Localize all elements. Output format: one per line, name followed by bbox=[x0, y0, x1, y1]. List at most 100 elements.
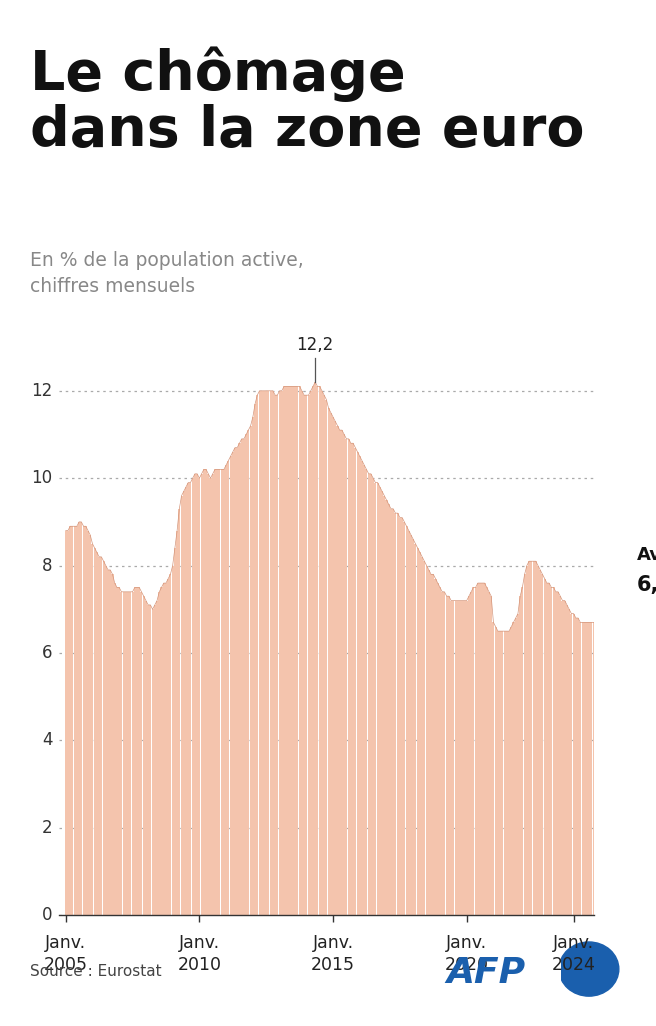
Text: Janv.: Janv. bbox=[179, 934, 220, 952]
Bar bbox=[457, 600, 459, 915]
Bar bbox=[377, 482, 379, 915]
Text: 12: 12 bbox=[31, 382, 52, 400]
Bar bbox=[127, 592, 129, 915]
Bar bbox=[321, 391, 323, 915]
Bar bbox=[305, 395, 307, 915]
Bar bbox=[287, 387, 289, 915]
Bar bbox=[201, 474, 203, 915]
Bar bbox=[136, 588, 138, 915]
Bar bbox=[69, 526, 72, 915]
Bar bbox=[544, 579, 546, 915]
Bar bbox=[586, 623, 588, 915]
Bar bbox=[178, 509, 180, 915]
Text: 2005: 2005 bbox=[44, 956, 88, 975]
Bar bbox=[459, 600, 461, 915]
Bar bbox=[107, 570, 109, 915]
Bar bbox=[533, 561, 535, 915]
Bar bbox=[522, 588, 523, 915]
Text: Janv.: Janv. bbox=[312, 934, 354, 952]
Bar bbox=[121, 592, 123, 915]
Bar bbox=[180, 496, 182, 915]
Bar bbox=[140, 592, 142, 915]
Bar bbox=[495, 627, 497, 915]
Bar bbox=[455, 600, 457, 915]
Bar bbox=[477, 583, 479, 915]
Bar bbox=[247, 430, 249, 915]
Bar bbox=[379, 487, 381, 915]
Bar bbox=[412, 540, 414, 915]
Bar bbox=[577, 618, 579, 915]
Bar bbox=[624, 635, 626, 915]
Bar bbox=[183, 491, 185, 915]
Bar bbox=[461, 600, 463, 915]
Bar bbox=[354, 447, 356, 915]
Bar bbox=[483, 583, 485, 915]
Bar bbox=[468, 596, 470, 915]
Bar bbox=[490, 596, 492, 915]
Bar bbox=[332, 417, 334, 915]
Bar bbox=[619, 631, 621, 915]
Bar bbox=[198, 478, 200, 915]
Bar bbox=[564, 600, 565, 915]
Bar bbox=[512, 623, 514, 915]
Bar bbox=[176, 530, 178, 915]
Bar bbox=[343, 434, 345, 915]
Bar bbox=[403, 522, 405, 915]
Bar bbox=[466, 600, 468, 915]
Bar bbox=[207, 474, 209, 915]
Bar bbox=[283, 387, 285, 915]
Bar bbox=[281, 391, 283, 915]
Bar bbox=[256, 395, 258, 915]
Bar bbox=[410, 535, 412, 915]
Bar bbox=[470, 592, 472, 915]
Bar bbox=[575, 618, 577, 915]
Bar bbox=[147, 605, 149, 915]
Bar bbox=[161, 588, 163, 915]
Bar bbox=[408, 530, 410, 915]
Bar bbox=[568, 609, 570, 915]
Bar bbox=[94, 548, 96, 915]
Bar bbox=[230, 457, 232, 915]
Bar bbox=[359, 457, 361, 915]
Bar bbox=[488, 592, 490, 915]
Bar bbox=[192, 478, 194, 915]
Bar bbox=[417, 548, 419, 915]
Bar bbox=[76, 526, 78, 915]
Bar bbox=[239, 443, 241, 915]
Bar bbox=[72, 526, 73, 915]
Bar bbox=[154, 605, 156, 915]
Bar bbox=[303, 395, 305, 915]
Bar bbox=[258, 391, 260, 915]
Bar bbox=[600, 623, 602, 915]
Bar bbox=[100, 557, 102, 915]
Bar bbox=[310, 391, 312, 915]
Text: 2010: 2010 bbox=[177, 956, 221, 975]
Bar bbox=[113, 583, 115, 915]
Bar bbox=[497, 631, 499, 915]
Bar bbox=[562, 600, 564, 915]
Bar bbox=[399, 517, 401, 915]
Bar bbox=[112, 575, 113, 915]
Bar bbox=[584, 623, 586, 915]
Bar bbox=[145, 600, 147, 915]
Bar bbox=[352, 443, 354, 915]
Bar bbox=[325, 399, 327, 915]
Bar bbox=[232, 452, 234, 915]
Bar bbox=[65, 530, 67, 915]
Bar bbox=[615, 631, 617, 915]
Bar bbox=[252, 417, 254, 915]
Bar bbox=[91, 544, 93, 915]
Bar bbox=[298, 387, 300, 915]
Bar bbox=[276, 395, 278, 915]
Bar bbox=[541, 575, 543, 915]
Bar bbox=[604, 623, 606, 915]
Bar bbox=[383, 496, 385, 915]
Bar bbox=[272, 391, 274, 915]
Bar bbox=[245, 434, 247, 915]
Bar bbox=[592, 623, 595, 915]
Bar bbox=[439, 588, 441, 915]
Bar bbox=[493, 623, 495, 915]
Bar bbox=[515, 618, 517, 915]
Bar bbox=[390, 509, 392, 915]
Bar bbox=[87, 530, 89, 915]
